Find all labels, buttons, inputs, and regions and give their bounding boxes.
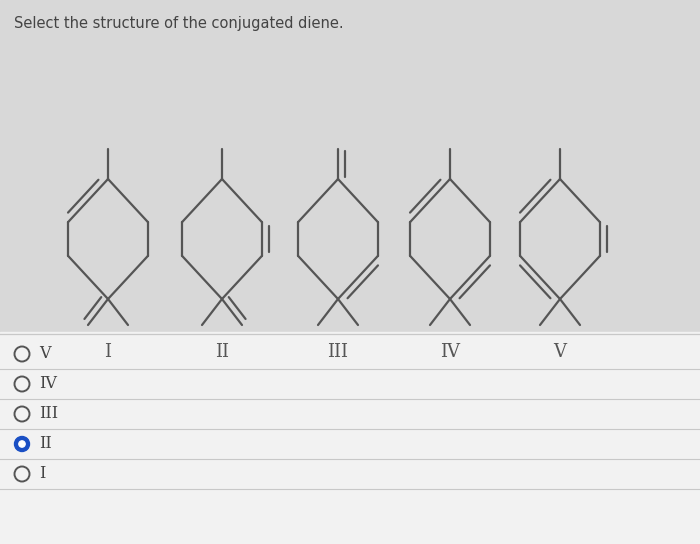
- Text: V: V: [39, 345, 50, 362]
- Text: II: II: [39, 436, 52, 453]
- Text: I: I: [104, 343, 111, 361]
- Text: IV: IV: [39, 375, 57, 393]
- Bar: [0, 332, 700, 544]
- Text: IV: IV: [440, 343, 460, 361]
- Text: III: III: [39, 405, 58, 423]
- Text: Select the structure of the conjugated diene.: Select the structure of the conjugated d…: [14, 16, 344, 31]
- Text: I: I: [39, 466, 46, 483]
- Circle shape: [15, 436, 29, 452]
- Circle shape: [19, 441, 25, 447]
- Text: II: II: [215, 343, 229, 361]
- Text: V: V: [554, 343, 566, 361]
- Text: III: III: [328, 343, 349, 361]
